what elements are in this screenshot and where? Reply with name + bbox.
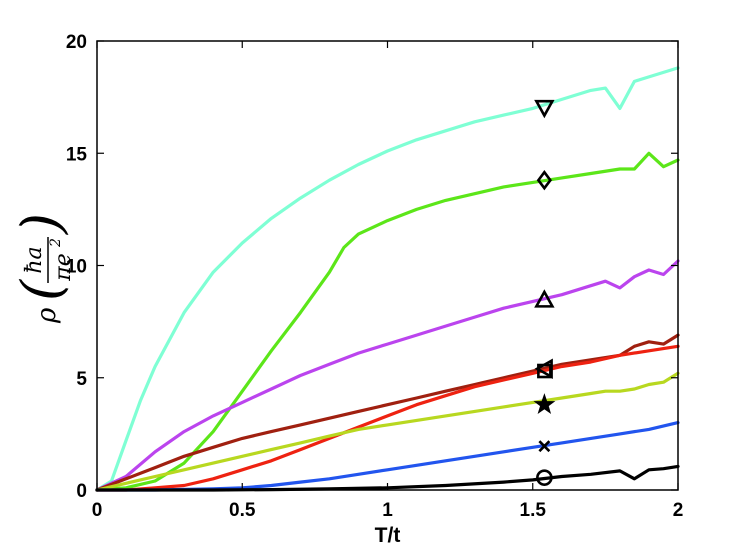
y-tick-label: 0	[76, 481, 87, 502]
marker-triangle-up	[534, 289, 555, 308]
series-line-6	[95, 371, 680, 492]
y-axis-title: ρ ( ħa πe 2 )	[10, 213, 76, 324]
series-line-4	[95, 333, 680, 492]
plot-area	[97, 41, 678, 490]
marker-layer	[533, 99, 556, 486]
y-tick-label: 15	[66, 144, 88, 165]
marker-circle	[536, 469, 553, 486]
y-axis-rho: ρ	[32, 307, 62, 324]
series-line-2	[95, 151, 680, 492]
x-tick-label: 0.5	[229, 500, 256, 521]
y-axis-denominator-exponent: 2	[48, 238, 64, 248]
y-tick-label: 10	[66, 257, 87, 278]
marker-square	[537, 363, 552, 379]
marker-diamond	[536, 170, 552, 191]
y-tick-label: 20	[66, 32, 87, 53]
y-axis-right-paren: )	[10, 213, 73, 235]
x-tick-label: 2	[673, 500, 684, 521]
series-line-5	[95, 344, 680, 492]
y-axis-left-paren: (	[10, 278, 73, 301]
marker-x	[538, 440, 551, 453]
series-line-3	[95, 259, 680, 492]
x-tick-label: 0	[92, 500, 103, 521]
y-axis-numerator: ħa	[22, 246, 47, 273]
x-tick-label: 1	[382, 500, 393, 521]
marker-triangle-down	[534, 99, 555, 119]
y-axis-denominator: πe	[51, 253, 76, 281]
series-line-1	[95, 66, 680, 492]
x-axis-title: T/t	[375, 524, 401, 547]
x-tick-label: 1.5	[520, 500, 547, 521]
y-tick-label: 5	[76, 369, 87, 390]
marker-star	[533, 393, 556, 415]
